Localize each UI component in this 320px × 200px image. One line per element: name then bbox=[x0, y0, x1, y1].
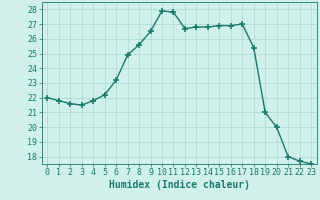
X-axis label: Humidex (Indice chaleur): Humidex (Indice chaleur) bbox=[109, 180, 250, 190]
